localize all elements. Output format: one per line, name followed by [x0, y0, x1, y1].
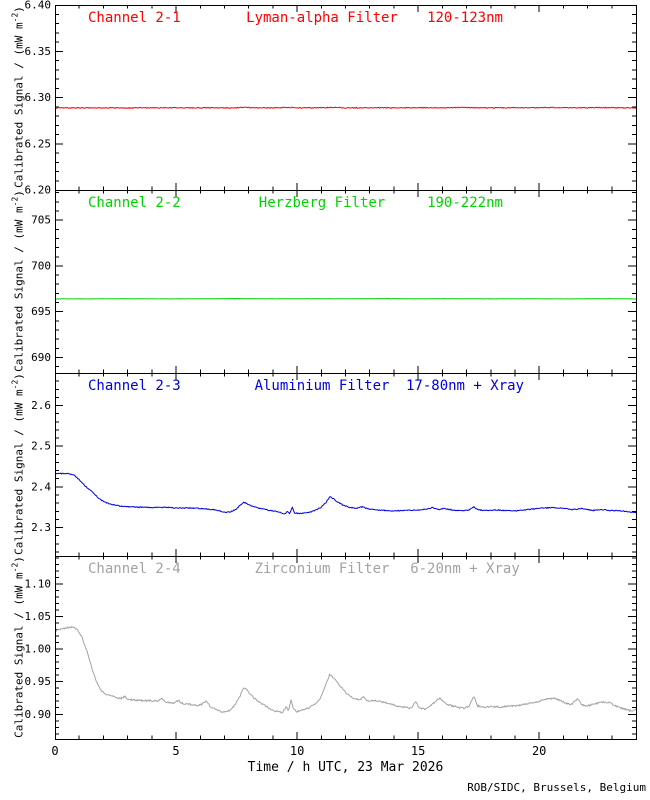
panel4-title-row: Channel 2-4 Zirconium Filter 6-20nm + Xr…: [0, 562, 650, 578]
panel4-series-line: [54, 625, 637, 714]
x-tick-label: 5: [172, 744, 179, 758]
panel3-filter-label: Aluminium Filter: [254, 378, 390, 394]
panel1-wavelength-label: 120-123nm: [427, 10, 503, 26]
y-tick-label: 705: [31, 214, 51, 227]
panel2-y-axis-title: Calibrated Signal / (mW m-2): [10, 190, 26, 372]
panel1-title-row: Channel 2-1 Lyman-alpha Filter 120-123nm: [0, 11, 650, 27]
credit-text: ROB/SIDC, Brussels, Belgium: [467, 781, 646, 794]
y-tick-label: 6.40: [25, 0, 52, 12]
panel2-wavelength-label: 190-222nm: [427, 195, 503, 211]
panel3-channel-label: Channel 2-3: [88, 378, 181, 394]
y-tick-label: 0.95: [25, 675, 52, 688]
y-tick-label: 6.25: [25, 137, 52, 150]
y-tick-label: 1.00: [25, 643, 52, 656]
panel1-channel-label: Channel 2-1: [88, 10, 181, 26]
x-axis-title: Time / h UTC, 23 Mar 2026: [247, 760, 444, 775]
y-tick-label: 695: [31, 305, 51, 318]
panel3-series-line: [54, 472, 637, 515]
panel3-wavelength-label: 17-80nm + Xray: [405, 378, 524, 394]
panel3-frame: [55, 373, 637, 557]
y-tick-label: 2.3: [31, 521, 51, 534]
y-tick-label: 6.20: [25, 184, 52, 197]
panel1-series-line: [54, 106, 636, 109]
panel1-y-axis-title: Calibrated Signal / (mW m-2): [10, 6, 26, 188]
panel4-channel-label: Channel 2-4: [88, 561, 181, 577]
panel4-wavelength-label: 6-20nm + Xray: [410, 561, 520, 577]
panel3-y-axis-title: Calibrated Signal / (mW m-2): [10, 373, 26, 555]
y-tick-label: 0.90: [25, 708, 52, 721]
panel4-filter-label: Zirconium Filter: [254, 561, 390, 577]
y-tick-label: 690: [31, 351, 51, 364]
y-tick-label: 6.35: [25, 45, 52, 58]
panel4-frame: [55, 556, 637, 740]
x-tick-label: 20: [532, 744, 546, 758]
panel2-series-line: [54, 297, 636, 300]
y-tick-label: 2.5: [31, 440, 51, 453]
y-tick-label: 2.6: [31, 399, 51, 412]
y-tick-label: 6.30: [25, 91, 52, 104]
panel3-title-row: Channel 2-3 Aluminium Filter 17-80nm + X…: [0, 379, 650, 395]
y-tick-label: 1.05: [25, 610, 52, 623]
panel2-title-row: Channel 2-2 Herzberg Filter 190-222nm: [0, 196, 650, 212]
panel1-filter-label: Lyman-alpha Filter: [246, 10, 398, 26]
y-tick-label: 700: [31, 259, 51, 272]
panel2-frame: [55, 190, 637, 374]
panel2-filter-label: Herzberg Filter: [258, 195, 386, 211]
x-tick-label: 10: [290, 744, 304, 758]
panel1-frame: [55, 5, 637, 191]
x-tick-label: 15: [411, 744, 425, 758]
y-tick-label: 2.4: [31, 480, 51, 493]
x-tick-label: 0: [51, 744, 58, 758]
panel2-channel-label: Channel 2-2: [88, 195, 181, 211]
y-tick-label: 1.10: [25, 578, 52, 591]
panel4-y-axis-title: Calibrated Signal / (mW m-2): [10, 556, 26, 738]
